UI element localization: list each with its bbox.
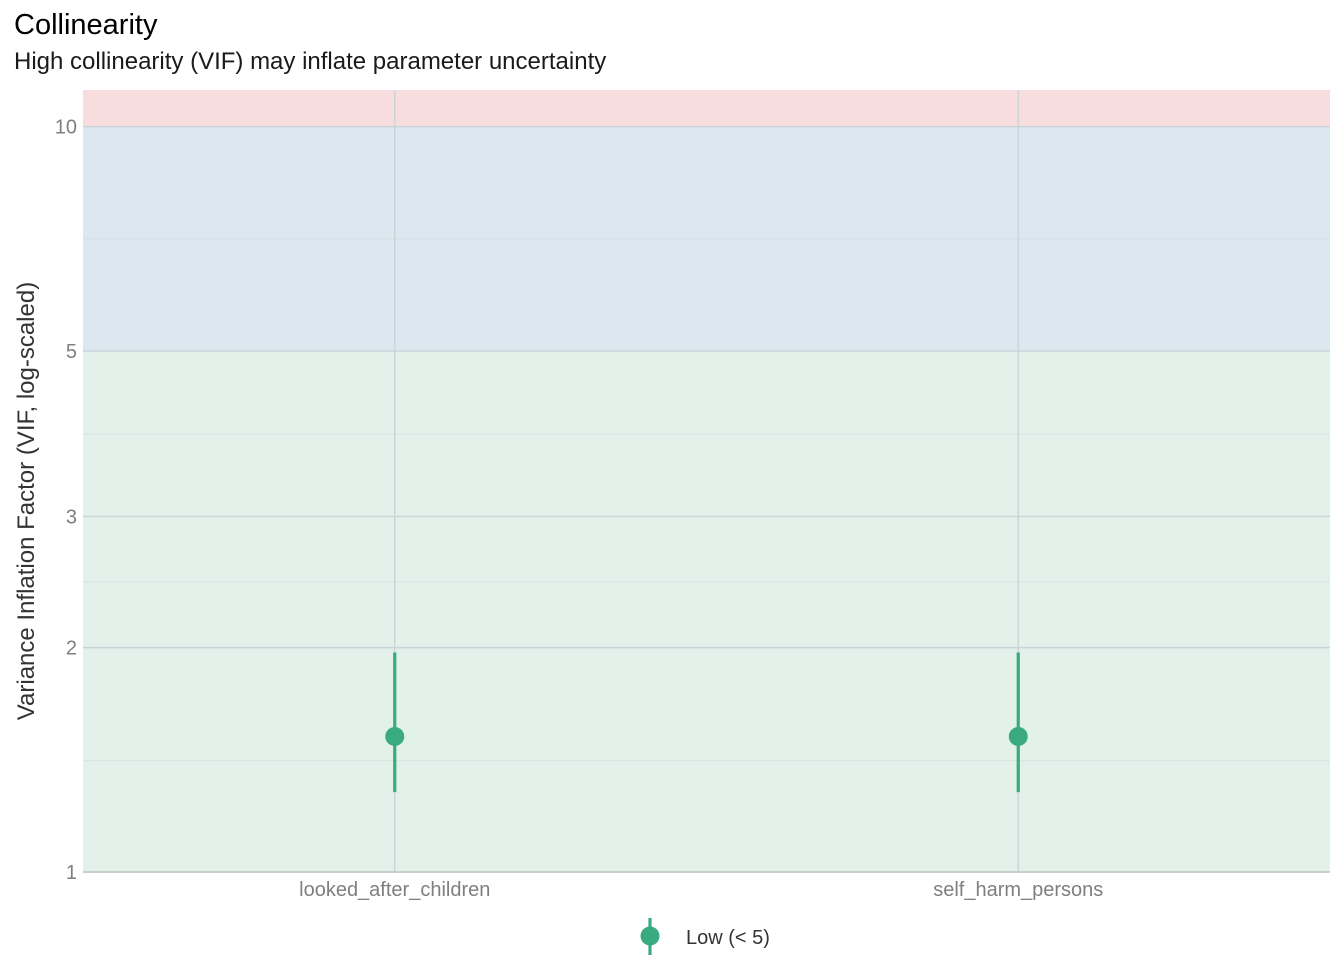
- x-tick-label-1: self_harm_persons: [933, 879, 1103, 901]
- y-axis-ticks: 1 2 3 5 10: [55, 117, 77, 884]
- y-tick-label-1: 2: [66, 638, 77, 660]
- legend-label: Low (< 5): [686, 927, 770, 949]
- x-tick-label-0: looked_after_children: [299, 879, 490, 901]
- risk-bands: [83, 90, 1330, 873]
- y-tick-label-3: 5: [66, 341, 77, 363]
- y-tick-label-2: 3: [66, 506, 77, 528]
- x-axis-ticks: looked_after_children self_harm_persons: [299, 879, 1103, 901]
- chart-title: Collinearity: [14, 9, 158, 41]
- vif-point-1: [1008, 726, 1028, 746]
- y-tick-label-0: 1: [66, 862, 77, 884]
- band-2: [83, 90, 1330, 127]
- y-axis-title: Variance Inflation Factor (VIF, log-scal…: [13, 282, 40, 720]
- legend: Low (< 5): [640, 918, 770, 955]
- chart-subtitle: High collinearity (VIF) may inflate para…: [14, 48, 607, 75]
- data-marks: [385, 652, 1028, 793]
- band-0: [83, 351, 1330, 873]
- y-tick-label-4: 10: [55, 117, 77, 139]
- legend-key-dot: [640, 926, 660, 946]
- vif-point-0: [385, 726, 405, 746]
